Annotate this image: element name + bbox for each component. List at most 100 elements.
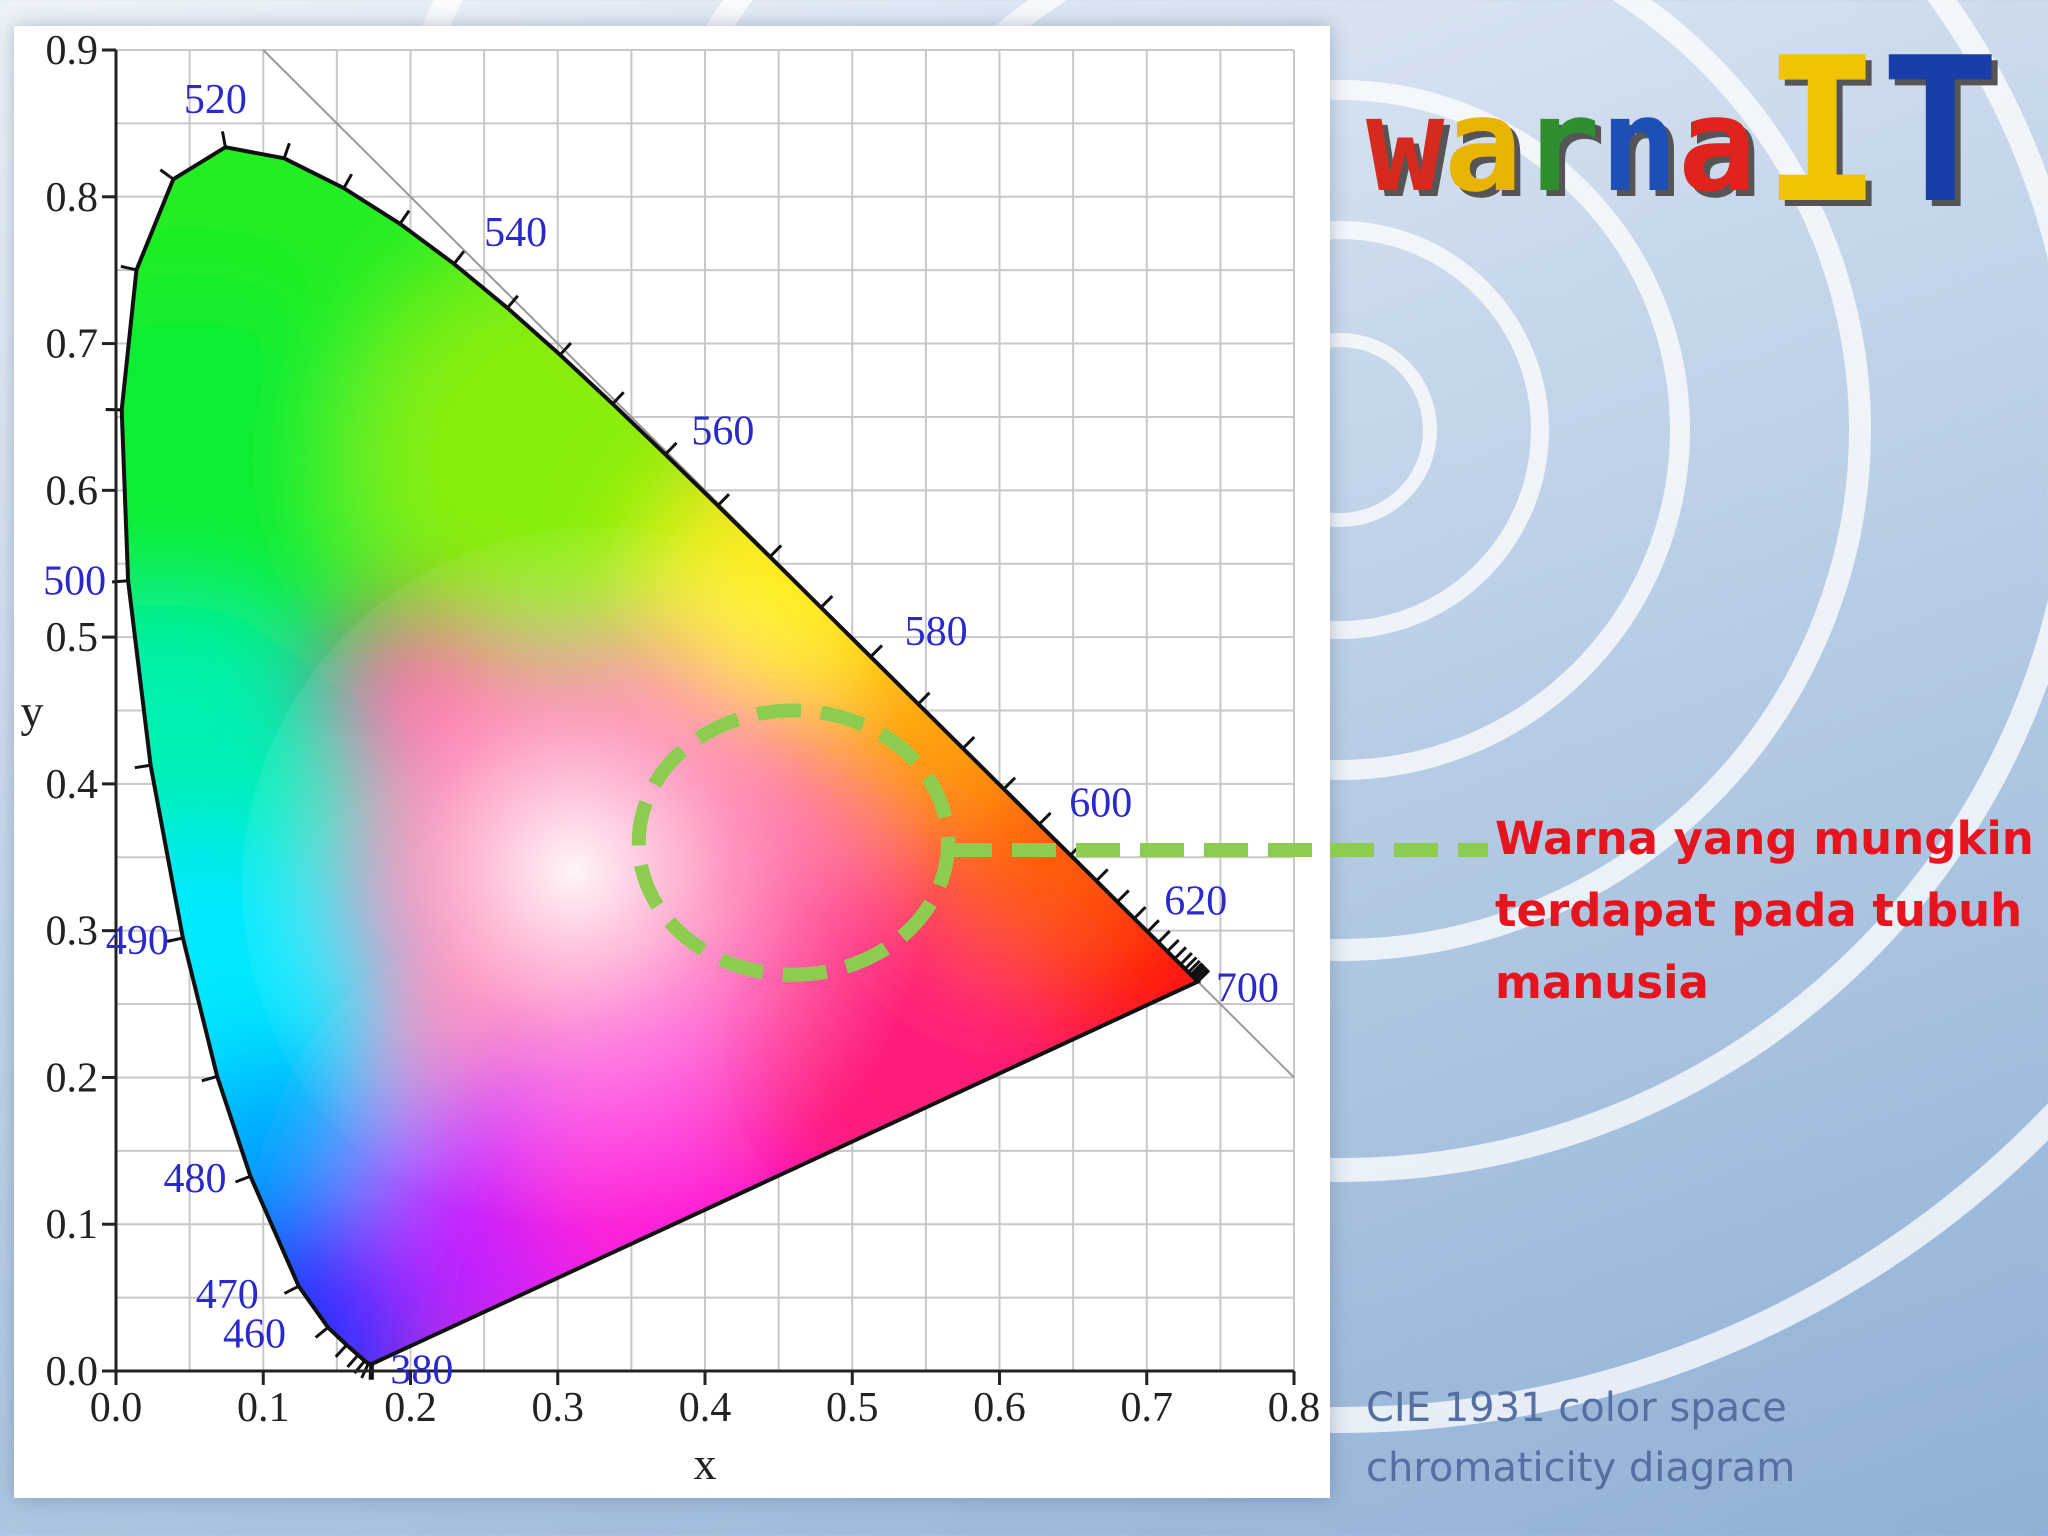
y-tick-label: 0.3: [46, 909, 99, 955]
locus-tick: [961, 735, 976, 750]
x-tick-label: 0.4: [679, 1385, 732, 1431]
y-tick-label: 0.4: [46, 762, 99, 808]
locus-tick: [1038, 811, 1052, 826]
y-tick-label: 0.0: [46, 1349, 99, 1395]
locus-tick: [342, 173, 353, 189]
caption-line-1: CIE 1931 color space: [1366, 1385, 1787, 1431]
x-tick-label: 0.0: [90, 1385, 143, 1431]
locus-tick: [819, 595, 834, 609]
wavelength-label: 580: [905, 609, 968, 655]
wavelength-label: 560: [691, 408, 754, 454]
x-axis-title: x: [694, 1438, 717, 1489]
logo-letter: a: [1678, 69, 1756, 220]
chromaticity-diagram: 0.0 0.1 0.2 0.3 0.4 0.5 0.6 0.7 0.8 0.0 0.1 0.2 0.3 0…: [21, 28, 1330, 1489]
annotation-line-3: manusia: [1495, 956, 1709, 1009]
locus-tick: [452, 250, 466, 265]
locus-tick: [282, 142, 291, 159]
locus-tick: [558, 342, 572, 356]
locus-tick: [334, 1344, 348, 1358]
x-tick-label: 0.7: [1121, 1385, 1174, 1431]
logo-letter: w: [1366, 69, 1445, 220]
wavelength-label: 600: [1069, 780, 1132, 826]
locus-tick: [1146, 919, 1160, 933]
spectral-locus-outline: [119, 145, 1202, 1366]
locus-tick: [120, 264, 137, 272]
locus-tick: [1196, 969, 1211, 983]
x-tick-label: 0.5: [826, 1385, 879, 1431]
locus-tick: [768, 544, 783, 558]
warnait-logo: ww aa rr nn aa II TT: [1366, 40, 2006, 220]
annotation-text: Warna yang mungkin terdapat pada tubuh m…: [1495, 803, 2048, 1019]
locus-tick: [1191, 963, 1205, 978]
wavelength-label: 380: [390, 1348, 453, 1394]
locus-tick: [1116, 889, 1130, 903]
locus-tick: [716, 493, 731, 507]
logo-letter-shadow: n: [1606, 75, 1684, 220]
logo-letter-shadow: a: [1684, 75, 1762, 220]
locus-tick: [1187, 959, 1201, 974]
wavelength-label: 540: [484, 210, 547, 256]
locus-tick: [1002, 776, 1017, 791]
locus-tick: [611, 391, 625, 405]
locus-tick: [506, 294, 519, 309]
gamut-blob: [121, 270, 410, 711]
wavelength-ticks: [105, 131, 1211, 1380]
locus-tick: [166, 936, 184, 943]
gamut-color-fill: [121, 147, 1198, 1364]
logo-letter: I: [1762, 40, 1882, 220]
locus-tick: [1173, 946, 1188, 960]
locus-tick: [159, 168, 175, 181]
locus-tick: [869, 644, 883, 658]
y-tick-label: 0.8: [46, 175, 99, 221]
x-tick-label: 0.2: [384, 1385, 437, 1431]
caption-line-2: chromaticity diagram: [1366, 1445, 1796, 1491]
locus-tick: [664, 441, 678, 456]
locus-tick: [314, 1326, 329, 1339]
locus-tick: [1183, 956, 1198, 970]
locus-tick: [234, 1174, 251, 1184]
highlight-ellipse: [631, 703, 955, 982]
logo-letter-shadow: T: [1886, 40, 2006, 220]
wavelength-label: 700: [1216, 966, 1279, 1012]
locus-tick: [1133, 906, 1147, 920]
y-tick-label: 0.5: [46, 615, 99, 661]
locus-tick: [134, 763, 151, 770]
axes: 0.0 0.1 0.2 0.3 0.4 0.5 0.6 0.7 0.8 0.0 0.1 0.2 0.3 0…: [21, 28, 1321, 1489]
logo-letter: n: [1600, 69, 1678, 220]
y-tick-label: 0.9: [46, 28, 99, 74]
wavelength-label: 480: [163, 1156, 226, 1202]
locus-tick: [1194, 967, 1209, 981]
locus-tick: [346, 1354, 360, 1369]
locus-tick: [283, 1284, 300, 1295]
logo-letter: r: [1522, 69, 1600, 220]
wavelength-label: 500: [43, 559, 106, 605]
logo-letter: T: [1880, 40, 2000, 220]
locus-tick: [201, 1074, 218, 1083]
y-tick-label: 0.2: [46, 1055, 99, 1101]
x-tick-label: 0.3: [532, 1385, 585, 1431]
x-tick-label: 0.6: [973, 1385, 1026, 1431]
wavelength-label: 520: [184, 77, 247, 123]
logo-letter-shadow: I: [1768, 40, 1888, 220]
locus-tick: [398, 209, 411, 225]
chromaticity-diagram-panel: 0.0 0.1 0.2 0.3 0.4 0.5 0.6 0.7 0.8 0.0 0.1 0.2 0.3 0…: [14, 26, 1330, 1498]
diagram-caption: CIE 1931 color space chromaticity diagra…: [1366, 1378, 2006, 1498]
x-tick-label: 0.1: [237, 1385, 290, 1431]
locus-tick: [1095, 868, 1109, 882]
wavelength-label: 460: [223, 1311, 286, 1357]
logo-letter-shadow: r: [1528, 75, 1606, 220]
y-tick-label: 0.1: [46, 1202, 99, 1248]
locus-tick: [1166, 938, 1180, 953]
locus-tick: [220, 131, 227, 148]
logo-letter: a: [1444, 69, 1522, 220]
wavelength-label: 470: [196, 1272, 259, 1318]
logo-letter-shadow: w: [1372, 75, 1451, 220]
highlight-region: [631, 703, 1330, 982]
annotation-line-1: Warna yang mungkin: [1495, 812, 2034, 865]
annotation-line-2: terdapat pada tubuh: [1495, 884, 2023, 937]
locus-tick: [1157, 930, 1171, 944]
y-tick-label: 0.7: [46, 322, 99, 368]
highlight-leader-line-extension: [1330, 843, 1488, 857]
wavelength-label: 620: [1164, 878, 1227, 924]
